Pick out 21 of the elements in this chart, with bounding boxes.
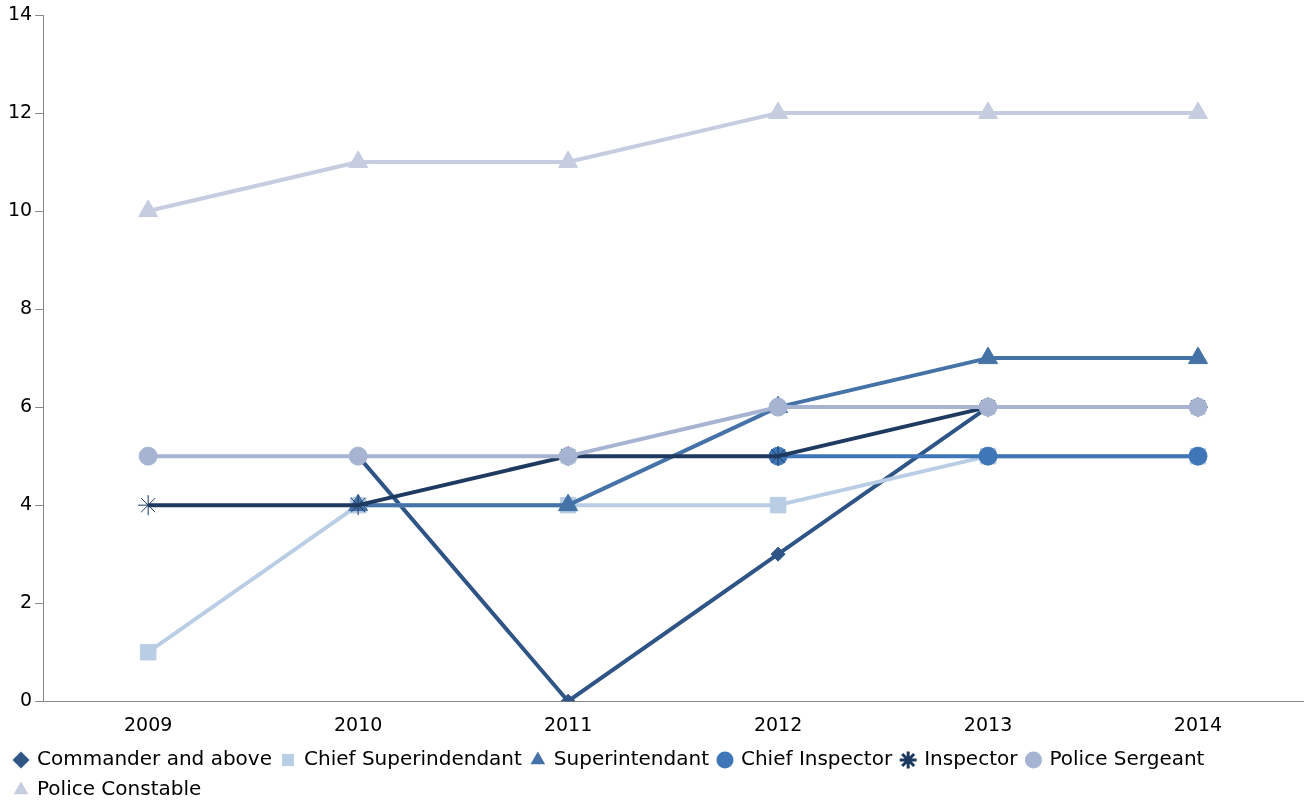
x-tick-label: 2009 (123, 712, 173, 735)
x-tick-label: 2010 (333, 712, 383, 735)
y-tick-label: 2 (20, 590, 33, 613)
x-tick-label: 2014 (1173, 712, 1223, 735)
y-tick-label: 0 (20, 688, 33, 711)
y-tick-label: 8 (20, 296, 33, 319)
legend-label: Police Sergeant (1049, 746, 1205, 771)
legend-label: Chief Superindendant (303, 746, 523, 771)
x-tick-label: 2012 (753, 712, 803, 735)
legend-label: Commander and above (37, 746, 272, 771)
y-tick-label: 12 (7, 99, 33, 122)
y-tick-label: 10 (7, 197, 33, 220)
legend-label: Superintendant (553, 746, 710, 771)
y-tick-label: 6 (20, 394, 33, 417)
legend-label: Police Constable (37, 776, 202, 801)
y-tick-label: 14 (7, 1, 33, 24)
x-tick-label: 2011 (543, 712, 593, 735)
legend-label: Inspector (924, 746, 1019, 771)
legend-label: Chief Inspector (740, 746, 893, 771)
x-tick-label: 2013 (963, 712, 1013, 735)
y-tick-label: 4 (20, 492, 33, 515)
